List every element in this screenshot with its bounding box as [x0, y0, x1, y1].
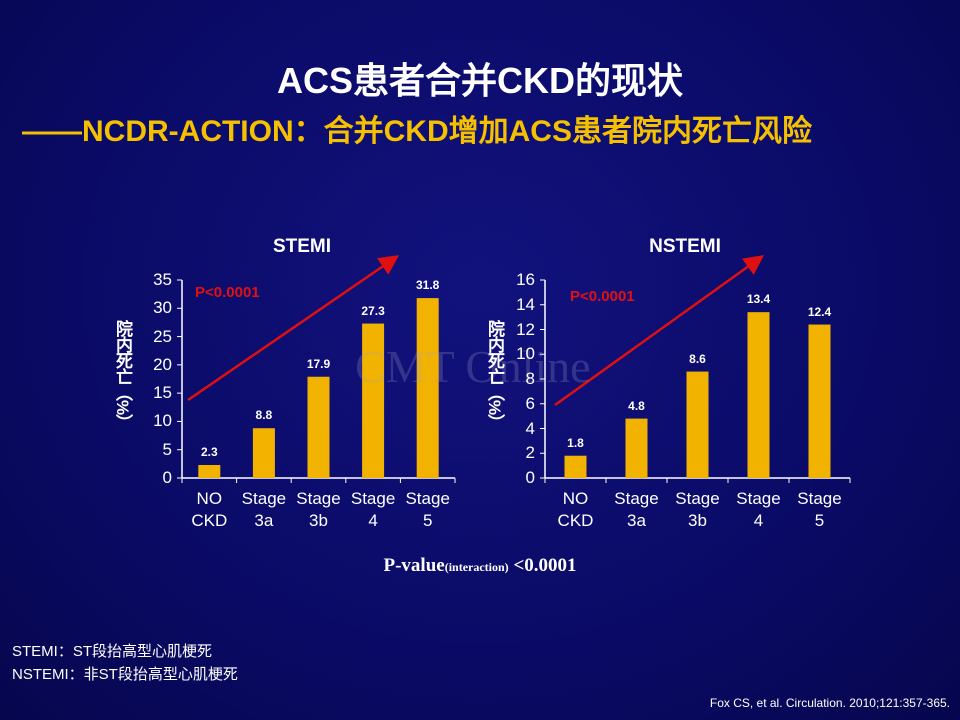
- y-tick-label: 4: [525, 418, 535, 438]
- y-tick-label: 0: [162, 468, 172, 487]
- annotation: P<0.0001: [570, 288, 635, 305]
- value-label: 2.3: [200, 444, 218, 459]
- y-axis-label: 院内死亡（%）: [485, 320, 504, 431]
- y-tick-label: 12: [516, 319, 535, 339]
- value-label: 13.4: [746, 292, 771, 307]
- bar: [625, 418, 648, 478]
- y-tick-label: 30: [153, 298, 172, 318]
- x-tick-label: Stage 5: [797, 489, 842, 530]
- x-tick-label: Stage 3b: [675, 489, 720, 530]
- y-tick-label: 5: [162, 439, 172, 459]
- value-label: 1.8: [567, 435, 584, 450]
- y-tick-label: 35: [153, 270, 172, 289]
- p-number: <0.0001: [513, 555, 577, 576]
- x-tick-label: NO CKD: [191, 489, 228, 530]
- watermark: CMT Online: [355, 341, 591, 392]
- y-tick-label: 10: [153, 411, 172, 431]
- bar: [307, 376, 330, 478]
- y-tick-label: 2: [525, 443, 535, 463]
- x-tick-label: NO CKD: [557, 489, 594, 530]
- chart-title: NSTEMI: [649, 236, 721, 257]
- annotation: P<0.0001: [195, 284, 260, 301]
- y-axis-label: 院内死亡（%）: [113, 320, 132, 431]
- bar: [252, 428, 275, 478]
- x-tick-label: Stage 5: [405, 489, 450, 530]
- y-tick-label: 8: [525, 369, 535, 388]
- value-label: 31.8: [416, 278, 440, 293]
- y-tick-label: 10: [516, 344, 535, 364]
- p-sub: (interaction): [444, 560, 509, 574]
- bar: [808, 324, 831, 478]
- y-tick-label: 25: [153, 326, 172, 346]
- x-tick-label: Stage 4: [350, 489, 396, 530]
- y-tick-label: 16: [516, 270, 535, 289]
- value-label: 8.8: [255, 408, 273, 423]
- trend-arrow: [187, 255, 400, 402]
- bar: [564, 455, 587, 478]
- x-tick-label: Stage 3b: [296, 489, 341, 530]
- bar: [416, 298, 439, 478]
- bar: [686, 371, 709, 478]
- bar: [362, 323, 385, 478]
- chart-title: STEMI: [272, 236, 332, 257]
- value-label: 27.3: [361, 303, 385, 318]
- note: STEMI：ST段抬高型心肌梗死: [12, 643, 213, 660]
- x-tick-label: Stage 4: [736, 489, 781, 530]
- x-tick-label: Stage 3a: [614, 489, 659, 530]
- x-tick-label: Stage 3a: [241, 489, 287, 530]
- slide-title: ACS患者合并CKD的现状: [276, 60, 683, 101]
- p-label: P-value: [383, 555, 445, 576]
- value-label: 12.4: [807, 304, 832, 319]
- trend-arrow: [554, 255, 765, 407]
- value-label: 17.9: [306, 356, 331, 371]
- y-tick-label: 0: [525, 468, 535, 487]
- bar: [198, 464, 221, 478]
- value-label: 4.8: [628, 398, 645, 413]
- y-tick-label: 20: [153, 354, 172, 374]
- note: NSTEMI：非ST段抬高型心肌梗死: [12, 666, 238, 683]
- y-tick-label: 14: [516, 294, 535, 314]
- y-tick-label: 6: [525, 393, 535, 413]
- p-value: P-value(interaction) <0.0001: [0, 555, 960, 577]
- citation: Fox CS, et al. Circulation. 2010;121:357…: [709, 696, 950, 710]
- bar: [747, 312, 770, 478]
- y-tick-label: 15: [153, 383, 172, 403]
- value-label: 8.6: [689, 351, 706, 366]
- slide-subtitle: ——NCDR-ACTION：合并CKD增加ACS患者院内死亡风险: [22, 115, 812, 148]
